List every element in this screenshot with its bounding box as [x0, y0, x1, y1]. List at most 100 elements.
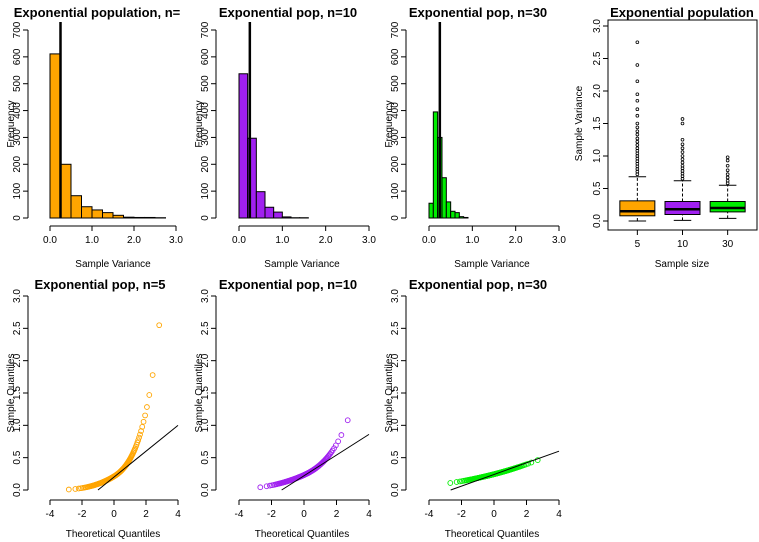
y-tick-label: 0.0 [200, 483, 211, 497]
outlier-point [725, 163, 730, 168]
y-tick-label: 2.0 [12, 353, 23, 367]
qq-point [331, 445, 337, 452]
y-tick-label: 1.0 [592, 149, 603, 163]
y-axis-label: Frequency [194, 100, 205, 147]
x-tick-label: 10 [677, 239, 689, 250]
chart-title: Exponential pop, n=10 [219, 5, 357, 20]
y-tick-label: 700 [390, 21, 401, 38]
outlier-point [635, 107, 640, 111]
qq-reference-line [281, 433, 370, 491]
histogram-bar [432, 111, 439, 219]
x-tick-label: 2.0 [509, 235, 523, 246]
histogram-bar [123, 216, 135, 219]
histogram-bar [81, 206, 93, 219]
qq-point [140, 418, 147, 425]
y-tick-label: 1.0 [390, 418, 401, 432]
y-axis-label: Sample Quantiles [6, 354, 17, 433]
y-tick-label: 300 [12, 129, 23, 146]
chart-panel-1: Exponential population, n= Sample Varianc… [6, 5, 183, 270]
outlier-point [635, 113, 640, 118]
outlier-point [725, 172, 730, 177]
box-iqr [664, 201, 701, 215]
x-tick-label: 4 [366, 509, 372, 520]
chart-title: Exponential pop, n=30 [409, 277, 547, 292]
qq-point [267, 482, 273, 489]
outlier-point [680, 150, 685, 154]
outlier-point [680, 157, 685, 162]
outlier-point [680, 160, 685, 165]
x-tick-label: -4 [235, 509, 244, 520]
histogram-bar [463, 216, 469, 219]
qq-point [525, 460, 531, 467]
qq-point [136, 434, 142, 441]
outlier-point [635, 146, 640, 151]
y-tick-label: 300 [390, 129, 401, 146]
y-tick-label: 300 [200, 129, 211, 146]
y-tick-label: 2.5 [390, 321, 401, 335]
y-tick-label: 0.0 [390, 483, 401, 497]
chart-title: Exponential population [610, 5, 754, 20]
y-tick-label: 400 [12, 102, 23, 119]
y-tick-label: 2.5 [592, 51, 603, 65]
y-axis-label: Sample Quantiles [384, 354, 395, 433]
histogram-bar [133, 216, 145, 219]
y-tick-label: 600 [390, 48, 401, 65]
x-axis-label: Sample size [655, 259, 710, 270]
y-tick-label: 2.5 [12, 321, 23, 335]
y-tick-label: 0.5 [12, 450, 23, 464]
qq-point [453, 479, 460, 485]
outlier-point [680, 154, 685, 158]
qq-point [146, 392, 153, 398]
histogram-bar [428, 202, 434, 219]
histogram-bar [91, 209, 103, 219]
y-tick-label: 200 [12, 156, 23, 173]
chart-title: Exponential pop, n=30 [409, 5, 547, 20]
qq-point [75, 485, 82, 492]
x-axis-label: Theoretical Quantiles [66, 529, 161, 540]
y-tick-label: 500 [200, 75, 211, 92]
outlier-point [680, 146, 685, 151]
y-tick-label: 3.0 [592, 19, 603, 33]
outlier-point [635, 125, 640, 130]
outlier-point [680, 137, 685, 142]
y-tick-label: 200 [390, 156, 401, 173]
y-tick-label: 400 [200, 102, 211, 119]
histogram-bar [144, 216, 156, 219]
y-tick-label: 600 [12, 48, 23, 65]
qq-point [263, 483, 270, 490]
outlier-point [680, 117, 685, 121]
outlier-point [680, 142, 685, 147]
histogram-bar [255, 191, 266, 219]
x-axis-label: Theoretical Quantiles [255, 529, 350, 540]
chart-panel-6: Exponential pop, n=10 Theoretical Quantil… [194, 277, 372, 540]
histogram-bar [273, 211, 283, 219]
x-tick-label: 3.0 [169, 235, 183, 246]
y-tick-label: 1.0 [12, 418, 23, 432]
y-tick-label: 100 [12, 182, 23, 199]
qq-point [142, 412, 148, 419]
outlier-point [725, 155, 730, 160]
y-tick-label: 0.5 [592, 181, 603, 195]
x-tick-label: 1.0 [85, 235, 99, 246]
box-iqr [619, 200, 656, 217]
chart-title: Exponential pop, n=5 [34, 277, 165, 292]
histogram-bar [445, 201, 452, 219]
y-tick-label: 0.5 [390, 450, 401, 464]
qq-point [528, 459, 535, 466]
x-tick-label: 0 [301, 509, 307, 520]
y-tick-label: 0.5 [200, 450, 211, 464]
outlier-point [635, 132, 640, 137]
outlier-point [635, 79, 640, 84]
y-tick-label: 700 [12, 21, 23, 38]
outlier-point [635, 40, 640, 45]
chart-title: Exponential population, n= [14, 5, 181, 20]
histogram-bar [70, 195, 82, 219]
y-tick-label: 2.0 [592, 84, 603, 98]
x-tick-label: 5 [635, 239, 641, 250]
qq-point [335, 438, 341, 445]
y-axis-label: Frequency [6, 100, 17, 147]
outlier-point [680, 121, 685, 126]
x-axis-label: Sample Variance [75, 259, 151, 270]
x-tick-label: 4 [556, 509, 562, 520]
